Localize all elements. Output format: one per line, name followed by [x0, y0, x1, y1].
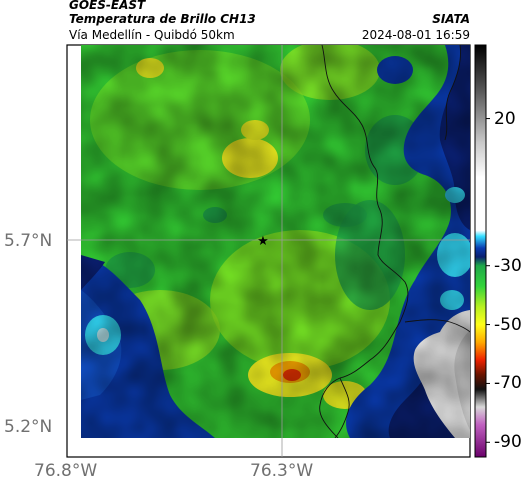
lat-tick-label: 5.7°N: [4, 231, 53, 251]
star-icon: ★: [257, 234, 269, 249]
lat-tick-label: 5.2°N: [4, 417, 53, 437]
lon-tick-label: 76.8°W: [34, 461, 98, 481]
colorbar-label: -90: [494, 432, 522, 453]
product-title: Temperatura de Brillo CH13: [69, 12, 256, 26]
colorbar: [474, 44, 487, 458]
lon-tick-label: 76.3°W: [250, 461, 314, 481]
colorbar-label: -70: [494, 373, 522, 394]
colorbar-label: -50: [494, 314, 522, 335]
cloud-field: [81, 45, 470, 438]
coastline-borders: [319, 45, 470, 438]
colorbar-label: 20: [494, 108, 516, 129]
satellite-title: GOES-EAST: [69, 0, 146, 12]
colorbar-ticks: [486, 118, 490, 443]
org-label: SIATA: [432, 12, 470, 26]
route-label: Vía Medellín - Quibdó 50km: [69, 28, 235, 42]
colorbar-label: -30: [494, 255, 522, 276]
datetime-label: 2024-08-01 16:59: [361, 28, 470, 42]
